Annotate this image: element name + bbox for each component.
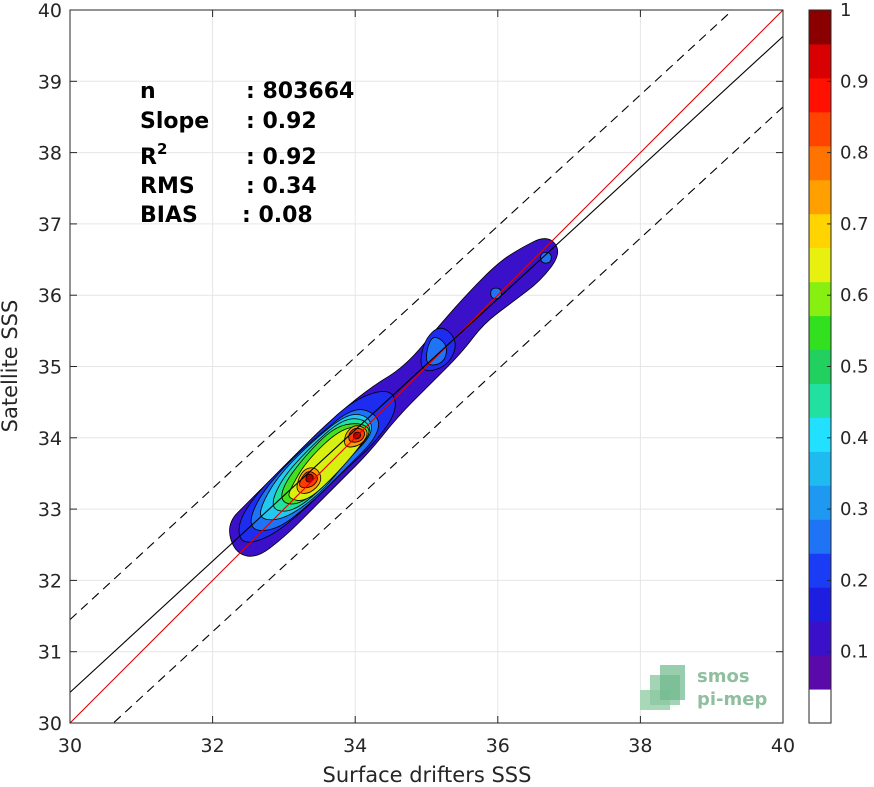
x-axis-label: Surface drifters SSS <box>323 763 532 787</box>
stat-value: : 0.08 <box>242 203 313 228</box>
smos-pimep-logo: smos pi-mep <box>640 665 767 710</box>
y-tick-label: 31 <box>38 642 62 664</box>
stat-label: RMS <box>140 174 195 199</box>
colorbar-segment <box>809 77 831 113</box>
plot-area <box>69 9 784 724</box>
y-tick-label: 34 <box>38 428 62 450</box>
y-axis-label: Satellite SSS <box>0 300 22 433</box>
y-tick-label: 30 <box>38 713 62 735</box>
stat-label: BIAS <box>140 203 198 228</box>
colorbar-segment <box>809 553 831 588</box>
colorbar-segment <box>809 621 831 656</box>
colorbar-segment <box>809 655 831 690</box>
x-tick-label: 40 <box>771 735 795 757</box>
stat-value: : 0.92 <box>246 109 317 134</box>
density-contour-0.25 <box>490 287 502 300</box>
colorbar-tick-label: 0.4 <box>840 428 869 449</box>
y-tick-label: 35 <box>38 357 62 379</box>
colorbar-segment <box>809 213 831 249</box>
y-tick-label: 39 <box>38 71 62 93</box>
y-tick-label: 36 <box>38 285 62 307</box>
x-tick-label: 34 <box>343 735 367 757</box>
logo-text-smos: smos <box>697 666 750 687</box>
grid <box>69 9 784 724</box>
axes: 30 32 34 36 38 40 30 31 32 33 34 35 36 37 38 39 40 <box>38 0 795 757</box>
colorbar: 0.1 0.2 0.3 0.4 0.5 0.6 0.7 0.8 0.9 1 <box>808 0 869 724</box>
colorbar-segment <box>809 10 831 45</box>
colorbar-segment <box>809 349 831 384</box>
colorbar-tick-label: 1 <box>840 0 851 21</box>
colorbar-tick-label: 0.2 <box>840 570 869 591</box>
colorbar-segment <box>809 587 831 622</box>
colorbar-tick-label: 0.3 <box>840 499 869 520</box>
stat-label: n <box>140 79 156 104</box>
stat-label: Slope <box>140 109 209 134</box>
colorbar-segment <box>809 111 831 147</box>
colorbar-tick-label: 0.1 <box>840 642 869 663</box>
y-tick-label: 38 <box>38 143 62 165</box>
stat-superscript: 2 <box>157 140 167 158</box>
stat-value: : 0.92 <box>246 145 317 170</box>
colorbar-segment <box>809 315 831 351</box>
colorbar-segment <box>809 689 831 724</box>
colorbar-tick-label: 0.8 <box>840 143 869 164</box>
reference-lines <box>70 10 783 723</box>
density-contour-0.95 <box>305 473 314 483</box>
colorbar-segment <box>809 417 831 452</box>
bound-lower-line <box>112 106 783 723</box>
x-tick-label: 38 <box>628 735 652 757</box>
colorbar-segment <box>809 485 831 520</box>
y-tick-label: 37 <box>38 214 62 236</box>
x-tick-label: 30 <box>58 735 82 757</box>
colorbar-segment <box>809 247 831 283</box>
colorbar-tick-label: 0.9 <box>840 71 869 92</box>
stat-value: : 0.34 <box>246 174 317 199</box>
colorbar-segment <box>809 145 831 181</box>
colorbar-segment <box>809 383 831 418</box>
y-tick-label: 32 <box>38 570 62 592</box>
regression-line <box>70 35 783 693</box>
y-tick-label: 33 <box>38 499 62 521</box>
colorbar-tick-label: 0.6 <box>840 285 869 306</box>
x-tick-label: 36 <box>486 735 510 757</box>
colorbar-segment <box>809 43 831 79</box>
colorbar-tick-label: 0.7 <box>840 214 869 235</box>
colorbar-segment <box>809 179 831 215</box>
logo-icon <box>640 665 685 710</box>
colorbar-segment <box>809 281 831 317</box>
y-tick-label: 40 <box>38 0 62 22</box>
bound-upper-line <box>70 10 734 621</box>
colorbar-tick-label: 0.5 <box>840 357 869 378</box>
colorbar-segment <box>809 519 831 554</box>
stat-value: : 803664 <box>246 79 354 104</box>
colorbar-segment <box>809 451 831 486</box>
identity-line <box>70 10 783 723</box>
x-tick-label: 32 <box>201 735 225 757</box>
density-contour-0.25 <box>540 251 552 264</box>
logo-text-pimep: pi-mep <box>697 689 767 710</box>
